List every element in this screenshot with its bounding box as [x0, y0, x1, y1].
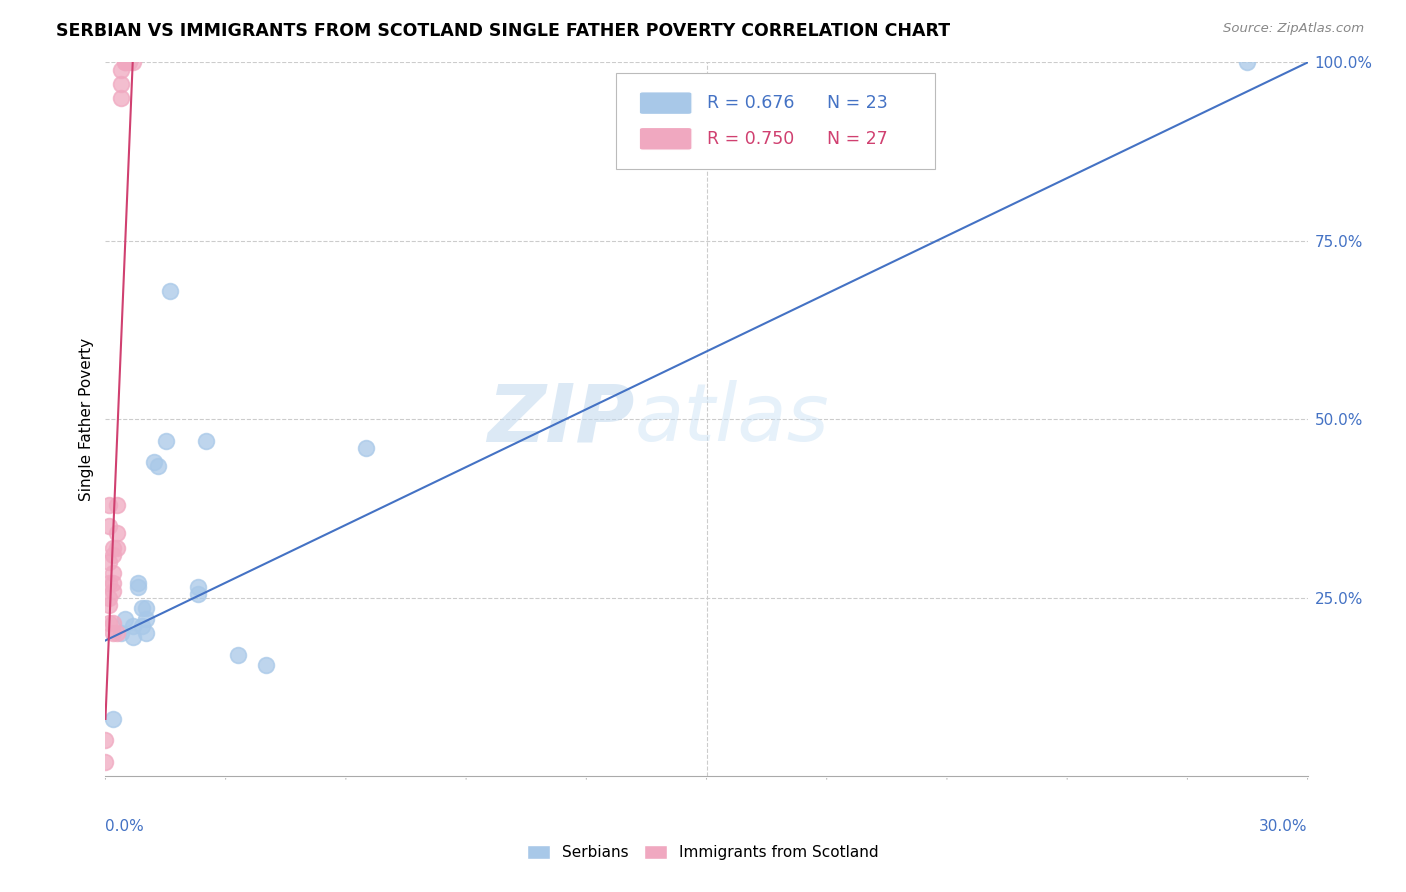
Point — [226, 648, 249, 662]
Point — [98, 555, 121, 569]
Point — [131, 601, 153, 615]
Point — [122, 630, 145, 644]
Point — [354, 441, 377, 455]
FancyBboxPatch shape — [640, 92, 692, 114]
Text: N = 27: N = 27 — [827, 130, 887, 148]
Point — [114, 55, 136, 70]
Point — [135, 601, 157, 615]
Point — [110, 62, 132, 77]
Point — [98, 598, 121, 612]
Text: ZIP: ZIP — [486, 380, 634, 458]
Point — [114, 612, 136, 626]
Point — [135, 626, 157, 640]
Point — [98, 615, 121, 630]
Point — [103, 541, 125, 555]
Point — [98, 576, 121, 591]
Point — [194, 434, 217, 448]
Point — [135, 612, 157, 626]
Point — [254, 658, 277, 673]
Point — [118, 55, 141, 70]
Point — [107, 541, 129, 555]
Point — [103, 712, 125, 726]
Point — [159, 284, 181, 298]
Point — [98, 591, 121, 605]
Point — [131, 619, 153, 633]
Point — [1236, 55, 1258, 70]
Point — [142, 455, 165, 469]
Point — [103, 566, 125, 580]
Point — [114, 55, 136, 70]
Point — [103, 583, 125, 598]
FancyBboxPatch shape — [640, 128, 692, 150]
Point — [187, 587, 209, 601]
Text: N = 23: N = 23 — [827, 95, 887, 112]
Text: SERBIAN VS IMMIGRANTS FROM SCOTLAND SINGLE FATHER POVERTY CORRELATION CHART: SERBIAN VS IMMIGRANTS FROM SCOTLAND SING… — [56, 22, 950, 40]
Point — [155, 434, 177, 448]
Legend: Serbians, Immigrants from Scotland: Serbians, Immigrants from Scotland — [522, 839, 884, 866]
Y-axis label: Single Father Poverty: Single Father Poverty — [79, 338, 94, 500]
Point — [110, 77, 132, 91]
Text: R = 0.750: R = 0.750 — [707, 130, 794, 148]
Point — [127, 580, 149, 594]
Point — [98, 498, 121, 512]
Text: R = 0.676: R = 0.676 — [707, 95, 794, 112]
Point — [122, 55, 145, 70]
Point — [98, 519, 121, 533]
Point — [107, 498, 129, 512]
Text: 30.0%: 30.0% — [1260, 819, 1308, 834]
Point — [107, 526, 129, 541]
Text: atlas: atlas — [634, 380, 830, 458]
FancyBboxPatch shape — [616, 73, 935, 169]
Point — [110, 626, 132, 640]
Point — [103, 548, 125, 562]
Point — [146, 458, 169, 473]
Text: 0.0%: 0.0% — [105, 819, 145, 834]
Point — [94, 755, 117, 769]
Point — [107, 626, 129, 640]
Point — [187, 580, 209, 594]
Point — [94, 733, 117, 747]
Point — [127, 576, 149, 591]
Point — [103, 626, 125, 640]
Text: Source: ZipAtlas.com: Source: ZipAtlas.com — [1223, 22, 1364, 36]
Point — [103, 576, 125, 591]
Point — [110, 91, 132, 105]
Point — [122, 619, 145, 633]
Point — [103, 615, 125, 630]
